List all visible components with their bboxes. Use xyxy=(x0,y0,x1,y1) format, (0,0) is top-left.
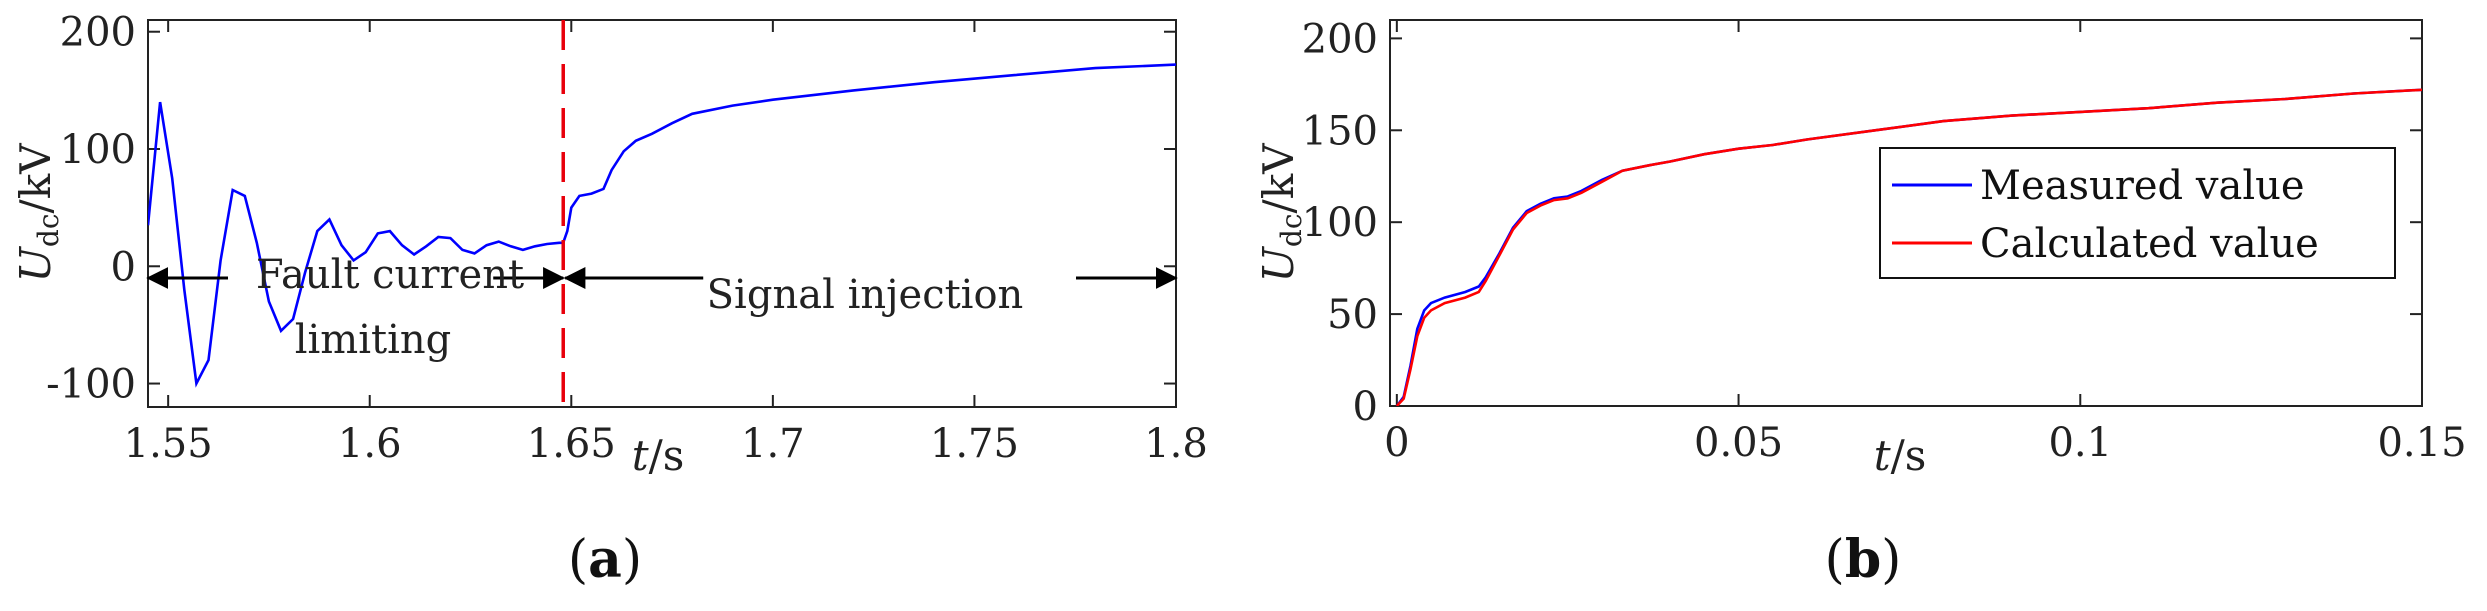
chart-0-xtick-label: 1.8 xyxy=(1144,421,1208,467)
chart-a-panel-label: (a) xyxy=(568,529,642,590)
chart-b-ticks: 0 0.05 0.1 0.15 0 50 100 150 200 xyxy=(1302,16,2467,466)
chart-a-y-label: Udc/kV xyxy=(11,143,65,283)
chart-b-series-calculated xyxy=(1395,88,2422,406)
chart-b-x-label: t/s xyxy=(1874,431,1927,480)
chart-a-annotation-signal: Signal injection xyxy=(707,272,1024,318)
chart-0-xtick-label: 1.7 xyxy=(741,421,805,467)
chart-0-xtick-label: 1.65 xyxy=(527,421,616,467)
chart-a-plot-area xyxy=(147,19,1177,408)
chart-a-ticks: 1.55 1.6 1.65 1.7 1.75 1.8 -100 0 100 200 xyxy=(46,10,1208,467)
chart-b-legend-label-measured: Measured value xyxy=(1980,163,2305,209)
chart-b-legend-label-calculated: Calculated value xyxy=(1980,221,2319,267)
chart-b: 0 0.05 0.1 0.15 0 50 100 150 200 Measured value … xyxy=(1254,16,2467,590)
chart-1-ytick-label: 50 xyxy=(1327,292,1378,338)
chart-1-ytick-label: 100 xyxy=(1302,200,1378,246)
chart-1-xtick-label: 0.1 xyxy=(2048,420,2112,466)
chart-1-xtick-label: 0.15 xyxy=(2377,420,2466,466)
chart-0-xtick-label: 1.55 xyxy=(124,421,213,467)
chart-0-xtick-label: 1.75 xyxy=(930,421,1019,467)
chart-b-y-label: Udc/kV xyxy=(1254,143,1308,283)
chart-a: 1.55 1.6 1.65 1.7 1.75 1.8 -100 0 100 200 Fault c… xyxy=(11,10,1208,590)
chart-0-ytick-label: 100 xyxy=(60,127,136,173)
chart-0-ytick-label: 0 xyxy=(111,244,136,290)
chart-0-ytick-label: -100 xyxy=(46,362,136,408)
chart-b-legend-box xyxy=(1879,147,2396,279)
chart-a-series-line xyxy=(148,63,1176,388)
chart-1-ytick-label: 150 xyxy=(1302,108,1378,154)
chart-b-legend: Measured value Calculated value xyxy=(1879,147,2396,279)
chart-a-x-label: t/s xyxy=(632,431,685,480)
chart-1-ytick-label: 200 xyxy=(1302,16,1378,62)
chart-1-xtick-label: 0.05 xyxy=(1694,420,1783,466)
chart-0-ytick-label: 200 xyxy=(60,10,136,56)
chart-0-xtick-label: 1.6 xyxy=(338,421,402,467)
chart-a-annotation-fault-line2: limiting xyxy=(295,317,452,363)
chart-1-ytick-label: 0 xyxy=(1353,384,1378,430)
chart-b-panel-label: (b) xyxy=(1825,529,1902,590)
chart-1-xtick-label: 0 xyxy=(1384,420,1409,466)
chart-a-annotation-fault-line1: Fault current xyxy=(256,252,524,298)
